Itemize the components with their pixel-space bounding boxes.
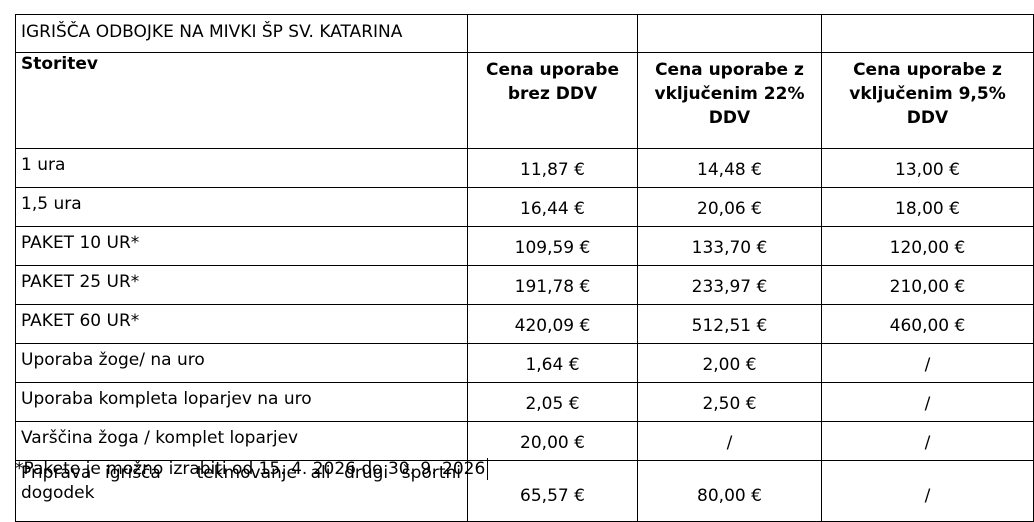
header-price-vat-9-5: Cena uporabe z vključenim 9,5% DDV	[821, 52, 1034, 149]
price-vat-9-5: 18,00 €	[821, 187, 1034, 227]
price-net: 1,64 €	[467, 343, 638, 383]
price-vat-9-5: /	[821, 421, 1034, 461]
price-net: 191,78 €	[467, 265, 638, 305]
price-vat-9-5: /	[821, 382, 1034, 422]
table-row: 1,5 ura 16,44 € 20,06 € 18,00 €	[15, 187, 1034, 227]
table-row: PAKET 25 UR* 191,78 € 233,97 € 210,00 €	[15, 265, 1034, 305]
table-row: Varščina žoga / komplet loparjev 20,00 €…	[15, 421, 1034, 461]
service-name: Uporaba kompleta loparjev na uro	[15, 382, 468, 422]
price-vat-22: 20,06 €	[637, 187, 822, 227]
table-row: PAKET 10 UR* 109,59 € 133,70 € 120,00 €	[15, 226, 1034, 266]
table-row: PAKET 60 UR* 420,09 € 512,51 € 460,00 €	[15, 304, 1034, 344]
service-name: 1,5 ura	[15, 187, 468, 227]
table-row: Uporaba kompleta loparjev na uro 2,05 € …	[15, 382, 1034, 422]
service-name: PAKET 60 UR*	[15, 304, 468, 344]
price-vat-22: 2,00 €	[637, 343, 822, 383]
price-vat-9-5: /	[821, 460, 1034, 522]
table-row: 1 ura 11,87 € 14,48 € 13,00 €	[15, 148, 1034, 188]
table-title-row: IGRIŠČA ODBOJKE NA MIVKI ŠP SV. KATARINA	[15, 14, 1034, 53]
header-service: Storitev	[15, 52, 468, 149]
header-line: brez DDV	[507, 84, 598, 104]
price-net: 16,44 €	[467, 187, 638, 227]
header-line: Cena uporabe z	[655, 60, 804, 80]
price-net: 2,05 €	[467, 382, 638, 422]
service-name: Varščina žoga / komplet loparjev	[15, 421, 468, 461]
price-vat-22: 14,48 €	[637, 148, 822, 188]
header-line: DDV	[708, 108, 751, 128]
price-vat-22: 233,97 €	[637, 265, 822, 305]
price-net: 11,87 €	[467, 148, 638, 188]
price-net: 65,57 €	[467, 460, 638, 522]
empty-cell	[637, 14, 822, 53]
price-table: IGRIŠČA ODBOJKE NA MIVKI ŠP SV. KATARINA…	[15, 14, 1034, 522]
service-name: 1 ura	[15, 148, 468, 188]
table-header-row: Storitev Cena uporabe brez DDV Cena upor…	[15, 52, 1034, 149]
price-net: 20,00 €	[467, 421, 638, 461]
price-vat-9-5: 460,00 €	[821, 304, 1034, 344]
price-vat-9-5: 210,00 €	[821, 265, 1034, 305]
header-line: Cena uporabe	[485, 60, 619, 80]
header-line: vključenim 22%	[654, 84, 805, 104]
price-net: 420,09 €	[467, 304, 638, 344]
footnote: *Pakete je možno izrabiti od 15. 4. 2026…	[15, 458, 489, 480]
header-line: vključenim 9,5%	[849, 84, 1006, 104]
header-line: Cena uporabe z	[853, 60, 1002, 80]
service-name: PAKET 25 UR*	[15, 265, 468, 305]
empty-cell	[467, 14, 638, 53]
price-vat-9-5: 13,00 €	[821, 148, 1034, 188]
price-net: 109,59 €	[467, 226, 638, 266]
price-vat-22: 512,51 €	[637, 304, 822, 344]
price-vat-22: 2,50 €	[637, 382, 822, 422]
header-price-vat-22: Cena uporabe z vključenim 22% DDV	[637, 52, 822, 149]
price-vat-9-5: /	[821, 343, 1034, 383]
table-row: Uporaba žoge/ na uro 1,64 € 2,00 € /	[15, 343, 1034, 383]
service-name: PAKET 10 UR*	[15, 226, 468, 266]
header-line: DDV	[906, 108, 949, 128]
table-title: IGRIŠČA ODBOJKE NA MIVKI ŠP SV. KATARINA	[15, 14, 468, 53]
price-vat-22: 80,00 €	[637, 460, 822, 522]
service-name: Uporaba žoge/ na uro	[15, 343, 468, 383]
price-vat-9-5: 120,00 €	[821, 226, 1034, 266]
price-vat-22: /	[637, 421, 822, 461]
empty-cell	[821, 14, 1034, 53]
header-price-net: Cena uporabe brez DDV	[467, 52, 638, 149]
price-vat-22: 133,70 €	[637, 226, 822, 266]
